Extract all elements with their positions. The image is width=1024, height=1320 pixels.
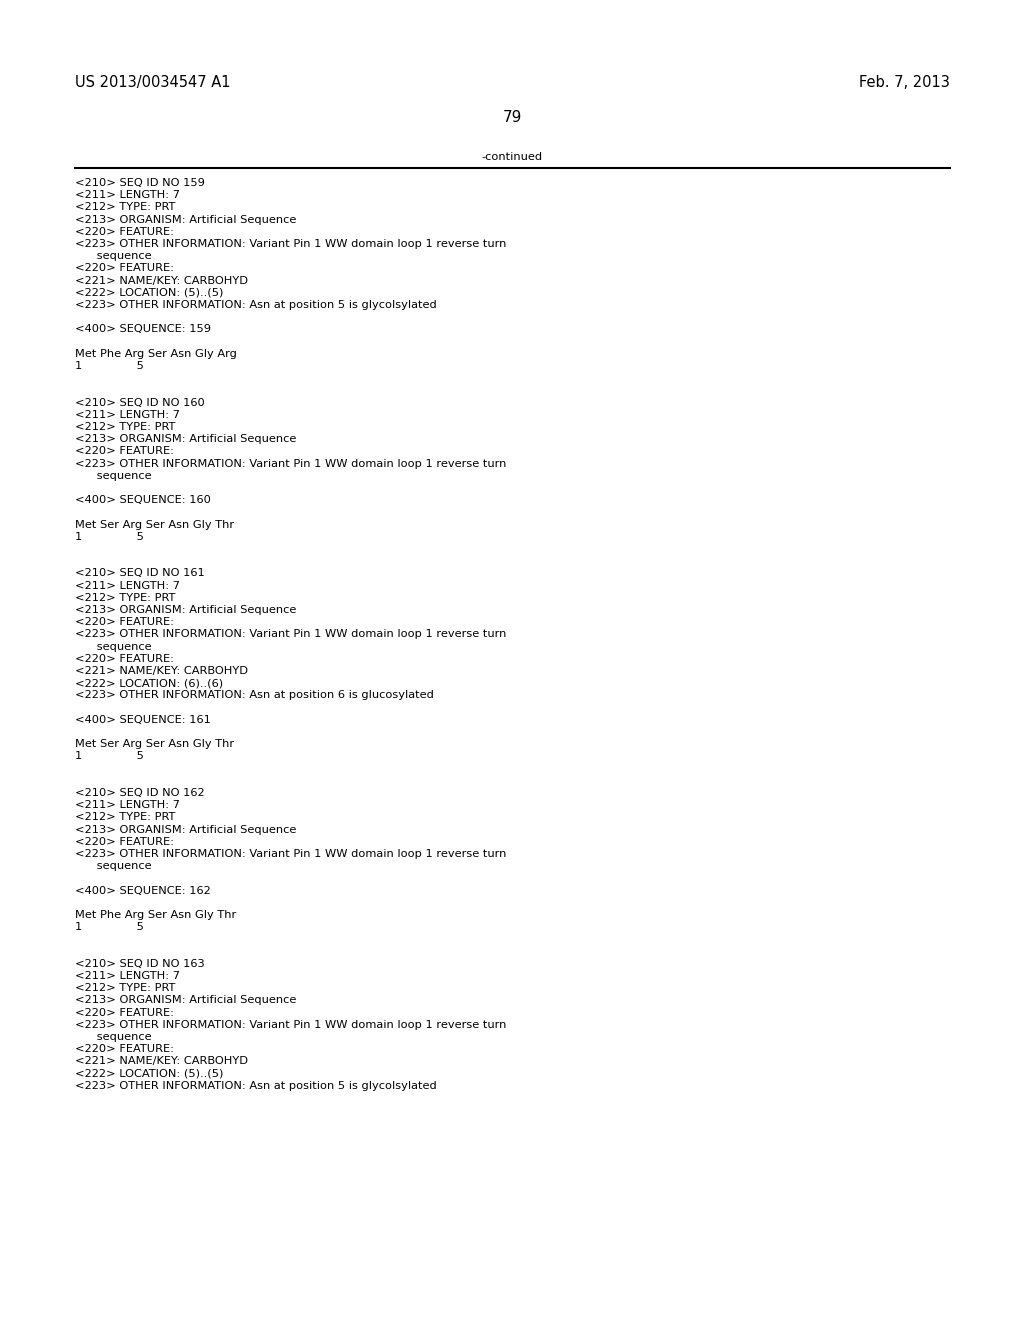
- Text: <210> SEQ ID NO 160: <210> SEQ ID NO 160: [75, 397, 205, 408]
- Text: <211> LENGTH: 7: <211> LENGTH: 7: [75, 800, 180, 810]
- Text: Met Phe Arg Ser Asn Gly Thr: Met Phe Arg Ser Asn Gly Thr: [75, 909, 237, 920]
- Text: <213> ORGANISM: Artificial Sequence: <213> ORGANISM: Artificial Sequence: [75, 995, 296, 1006]
- Text: 1               5: 1 5: [75, 532, 144, 541]
- Text: 1               5: 1 5: [75, 923, 144, 932]
- Text: <222> LOCATION: (5)..(5): <222> LOCATION: (5)..(5): [75, 288, 223, 298]
- Text: 79: 79: [503, 110, 521, 125]
- Text: sequence: sequence: [75, 642, 152, 652]
- Text: <213> ORGANISM: Artificial Sequence: <213> ORGANISM: Artificial Sequence: [75, 605, 296, 615]
- Text: <213> ORGANISM: Artificial Sequence: <213> ORGANISM: Artificial Sequence: [75, 434, 296, 445]
- Text: <220> FEATURE:: <220> FEATURE:: [75, 446, 174, 457]
- Text: <220> FEATURE:: <220> FEATURE:: [75, 264, 174, 273]
- Text: sequence: sequence: [75, 251, 152, 261]
- Text: <212> TYPE: PRT: <212> TYPE: PRT: [75, 202, 175, 213]
- Text: <210> SEQ ID NO 161: <210> SEQ ID NO 161: [75, 569, 205, 578]
- Text: <400> SEQUENCE: 160: <400> SEQUENCE: 160: [75, 495, 211, 506]
- Text: <223> OTHER INFORMATION: Variant Pin 1 WW domain loop 1 reverse turn: <223> OTHER INFORMATION: Variant Pin 1 W…: [75, 849, 507, 859]
- Text: 1               5: 1 5: [75, 751, 144, 762]
- Text: <220> FEATURE:: <220> FEATURE:: [75, 653, 174, 664]
- Text: <212> TYPE: PRT: <212> TYPE: PRT: [75, 593, 175, 603]
- Text: <400> SEQUENCE: 159: <400> SEQUENCE: 159: [75, 325, 211, 334]
- Text: <221> NAME/KEY: CARBOHYD: <221> NAME/KEY: CARBOHYD: [75, 667, 248, 676]
- Text: <211> LENGTH: 7: <211> LENGTH: 7: [75, 409, 180, 420]
- Text: <221> NAME/KEY: CARBOHYD: <221> NAME/KEY: CARBOHYD: [75, 1056, 248, 1067]
- Text: sequence: sequence: [75, 471, 152, 480]
- Text: <223> OTHER INFORMATION: Variant Pin 1 WW domain loop 1 reverse turn: <223> OTHER INFORMATION: Variant Pin 1 W…: [75, 239, 507, 249]
- Text: <221> NAME/KEY: CARBOHYD: <221> NAME/KEY: CARBOHYD: [75, 276, 248, 285]
- Text: <212> TYPE: PRT: <212> TYPE: PRT: [75, 983, 175, 993]
- Text: <223> OTHER INFORMATION: Asn at position 5 is glycolsylated: <223> OTHER INFORMATION: Asn at position…: [75, 1081, 437, 1090]
- Text: <211> LENGTH: 7: <211> LENGTH: 7: [75, 190, 180, 201]
- Text: US 2013/0034547 A1: US 2013/0034547 A1: [75, 75, 230, 90]
- Text: <211> LENGTH: 7: <211> LENGTH: 7: [75, 581, 180, 590]
- Text: Met Phe Arg Ser Asn Gly Arg: Met Phe Arg Ser Asn Gly Arg: [75, 348, 237, 359]
- Text: <223> OTHER INFORMATION: Asn at position 5 is glycolsylated: <223> OTHER INFORMATION: Asn at position…: [75, 300, 437, 310]
- Text: <223> OTHER INFORMATION: Variant Pin 1 WW domain loop 1 reverse turn: <223> OTHER INFORMATION: Variant Pin 1 W…: [75, 1020, 507, 1030]
- Text: <210> SEQ ID NO 159: <210> SEQ ID NO 159: [75, 178, 205, 187]
- Text: <213> ORGANISM: Artificial Sequence: <213> ORGANISM: Artificial Sequence: [75, 825, 296, 834]
- Text: <220> FEATURE:: <220> FEATURE:: [75, 1044, 174, 1055]
- Text: Met Ser Arg Ser Asn Gly Thr: Met Ser Arg Ser Asn Gly Thr: [75, 739, 234, 750]
- Text: <210> SEQ ID NO 162: <210> SEQ ID NO 162: [75, 788, 205, 799]
- Text: <211> LENGTH: 7: <211> LENGTH: 7: [75, 972, 180, 981]
- Text: 1               5: 1 5: [75, 360, 144, 371]
- Text: <212> TYPE: PRT: <212> TYPE: PRT: [75, 422, 175, 432]
- Text: <210> SEQ ID NO 163: <210> SEQ ID NO 163: [75, 958, 205, 969]
- Text: <400> SEQUENCE: 161: <400> SEQUENCE: 161: [75, 715, 211, 725]
- Text: <220> FEATURE:: <220> FEATURE:: [75, 227, 174, 236]
- Text: <222> LOCATION: (6)..(6): <222> LOCATION: (6)..(6): [75, 678, 223, 688]
- Text: sequence: sequence: [75, 861, 152, 871]
- Text: <213> ORGANISM: Artificial Sequence: <213> ORGANISM: Artificial Sequence: [75, 215, 296, 224]
- Text: <223> OTHER INFORMATION: Variant Pin 1 WW domain loop 1 reverse turn: <223> OTHER INFORMATION: Variant Pin 1 W…: [75, 458, 507, 469]
- Text: <223> OTHER INFORMATION: Variant Pin 1 WW domain loop 1 reverse turn: <223> OTHER INFORMATION: Variant Pin 1 W…: [75, 630, 507, 639]
- Text: <220> FEATURE:: <220> FEATURE:: [75, 837, 174, 847]
- Text: <220> FEATURE:: <220> FEATURE:: [75, 1007, 174, 1018]
- Text: -continued: -continued: [481, 152, 543, 162]
- Text: sequence: sequence: [75, 1032, 152, 1041]
- Text: <220> FEATURE:: <220> FEATURE:: [75, 618, 174, 627]
- Text: <400> SEQUENCE: 162: <400> SEQUENCE: 162: [75, 886, 211, 895]
- Text: Met Ser Arg Ser Asn Gly Thr: Met Ser Arg Ser Asn Gly Thr: [75, 520, 234, 529]
- Text: <223> OTHER INFORMATION: Asn at position 6 is glucosylated: <223> OTHER INFORMATION: Asn at position…: [75, 690, 434, 701]
- Text: <212> TYPE: PRT: <212> TYPE: PRT: [75, 812, 175, 822]
- Text: <222> LOCATION: (5)..(5): <222> LOCATION: (5)..(5): [75, 1069, 223, 1078]
- Text: Feb. 7, 2013: Feb. 7, 2013: [859, 75, 950, 90]
